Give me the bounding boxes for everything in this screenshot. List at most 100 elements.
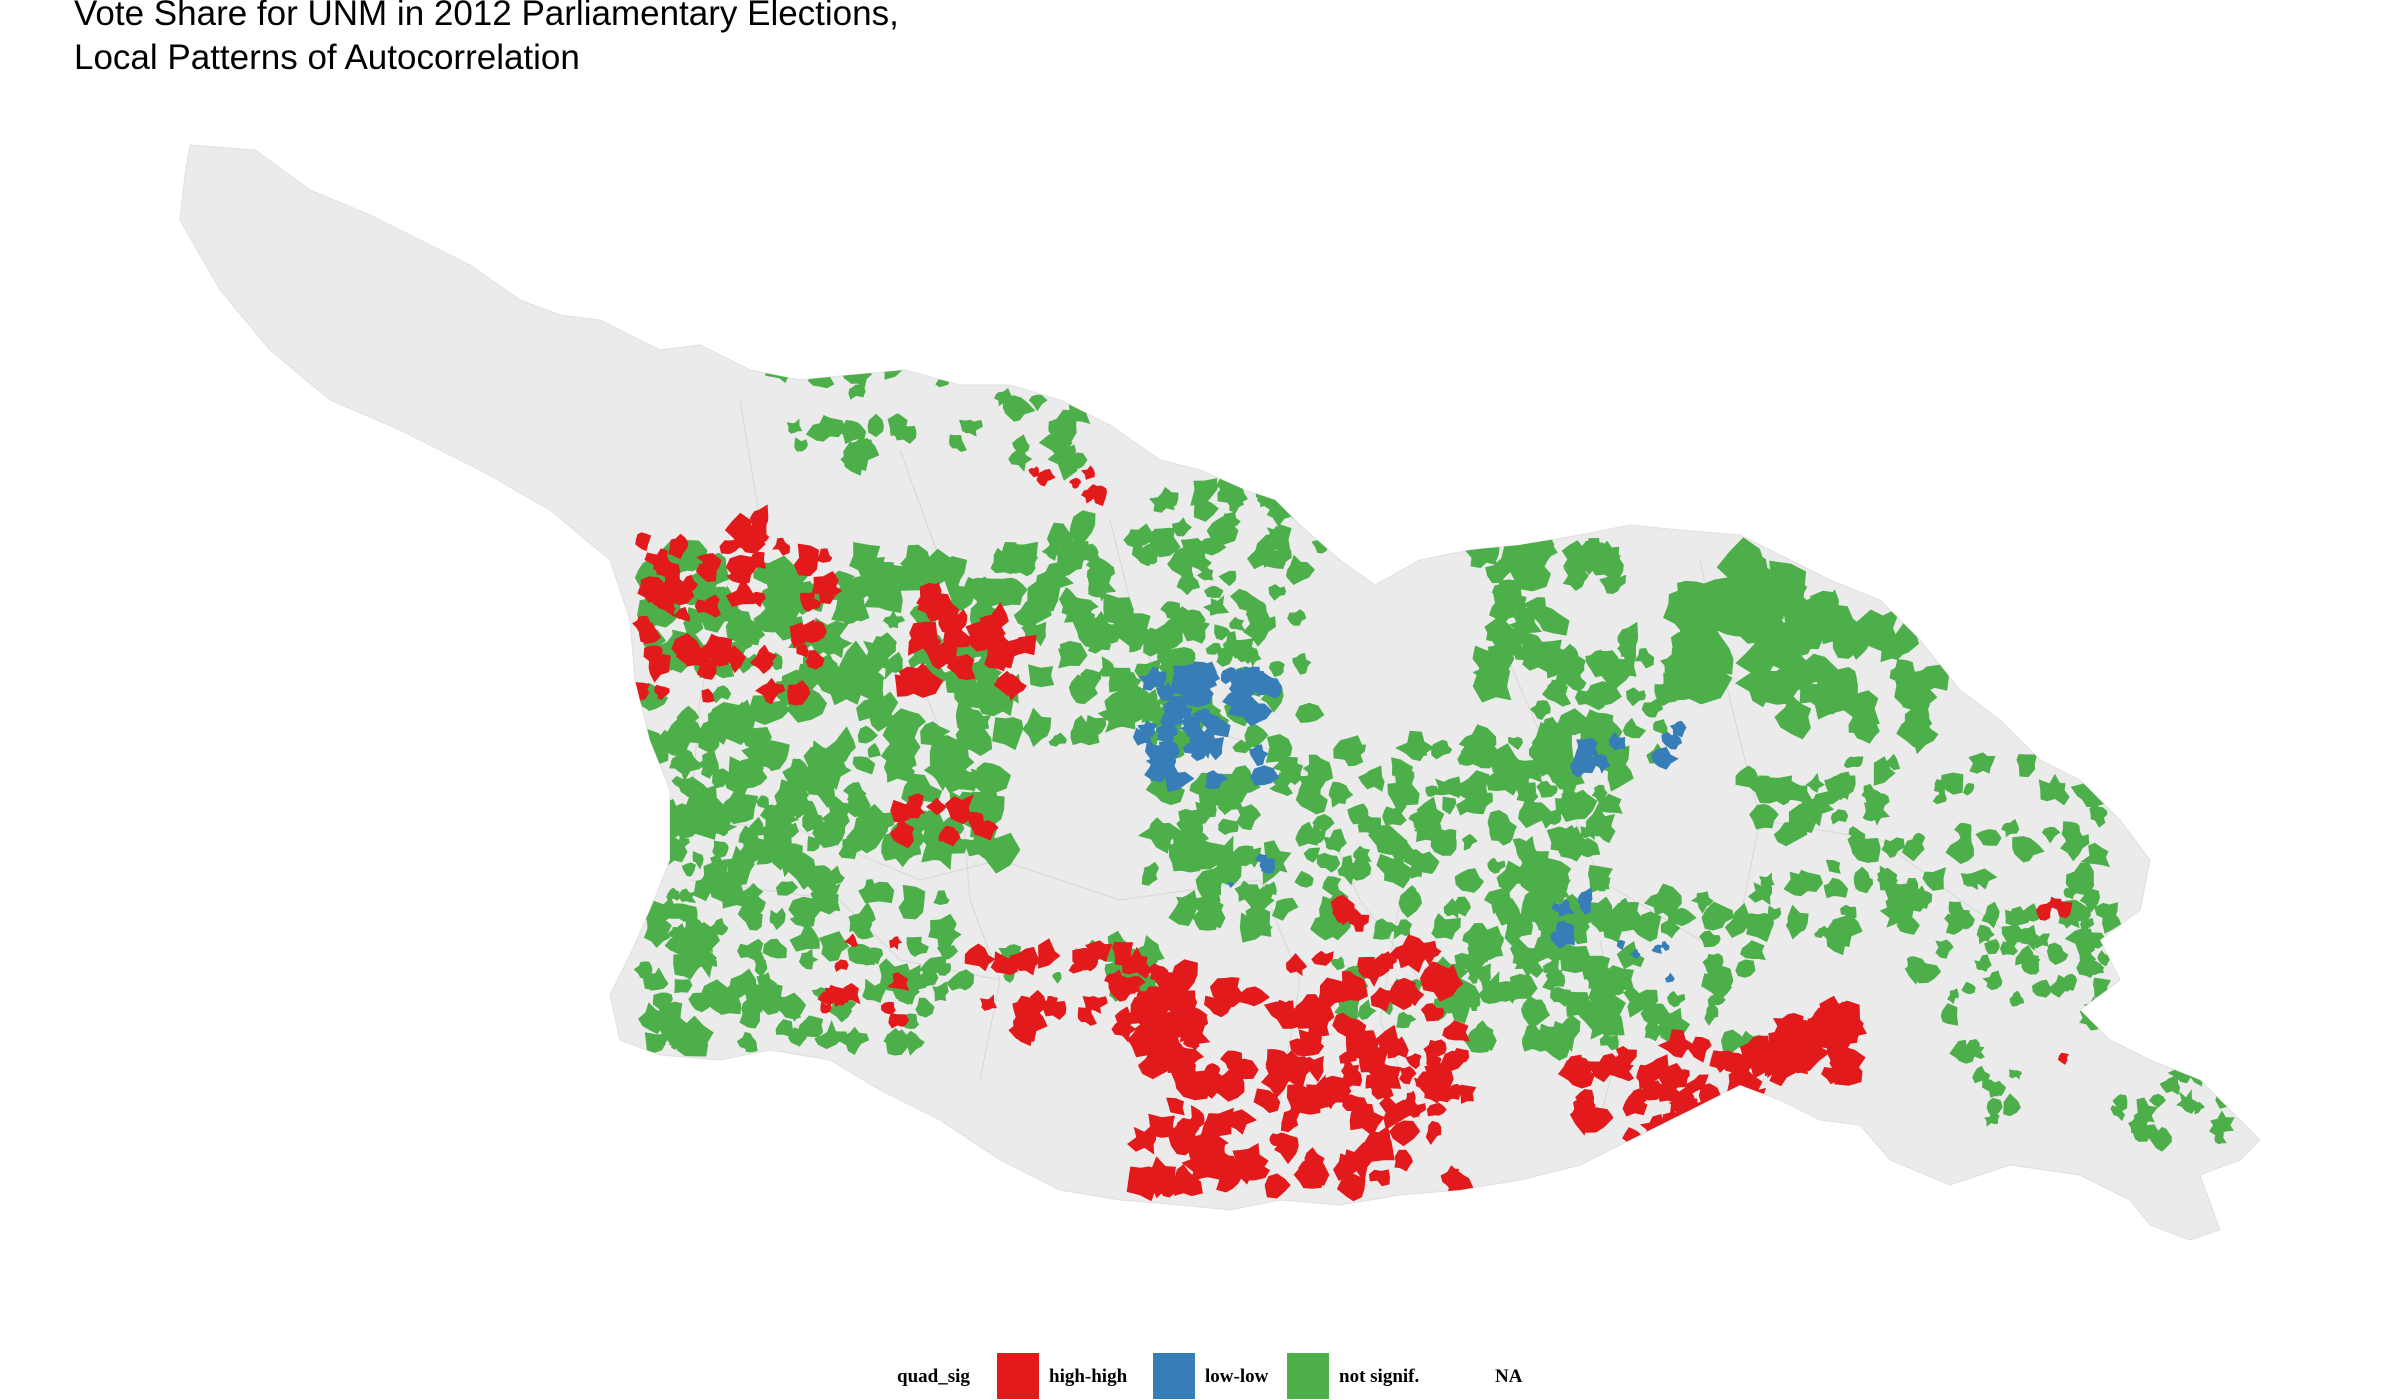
precinct-high-high [1042,1000,1067,1020]
precinct-high-high [1304,1008,1331,1041]
precinct-not-signif [1079,543,1099,562]
precinct-not-signif [1256,494,1274,510]
precinct-not-signif [711,881,751,909]
precinct-low-low [1664,972,1675,983]
precinct-not-signif [1902,878,1919,898]
precinct-not-signif [840,438,880,471]
precinct-not-signif [935,924,962,949]
precinct-high-high [1660,1159,1682,1180]
precinct-not-signif [1442,796,1457,815]
precinct-not-signif [1785,904,1809,940]
precinct-not-signif [1287,487,1309,503]
precinct-not-signif [1141,861,1160,886]
precinct-not-signif [1436,829,1457,850]
legend-item-not-signif [1287,1352,1329,1400]
precinct-not-signif [729,968,757,999]
precinct-high-high [1167,1050,1199,1083]
precinct-high-high [1336,1173,1366,1202]
legend-swatch-high-high [997,1353,1039,1399]
precinct-not-signif [1545,961,1563,984]
precinct-not-signif [2001,818,2020,838]
precinct-not-signif [1177,617,1210,644]
precinct-not-signif [1294,870,1314,888]
precinct-low-low [1165,765,1195,792]
precinct-high-high [724,645,746,674]
precinct-not-signif [762,938,787,959]
precinct-high-high [1238,986,1270,1007]
precinct-not-signif [1594,650,1619,667]
precinct-not-signif [1206,515,1239,545]
precinct-high-high [1331,907,1355,924]
precinct-high-high [725,578,755,607]
precinct-not-signif [1295,821,1322,847]
precinct-low-low [1591,754,1611,774]
precinct-not-signif [1967,1041,1985,1059]
precinct-not-signif [2112,1094,2128,1113]
precinct-not-signif [1069,379,1088,404]
precinct-not-signif [1699,930,1721,948]
precinct-not-signif [1457,750,1478,766]
precinct-not-signif [1104,690,1132,716]
precinct-not-signif [1218,818,1239,835]
precinct-not-signif [1493,648,1513,667]
precinct-high-high [1176,992,1198,1013]
precinct-not-signif [1679,598,1722,634]
precinct-high-high [1348,908,1370,932]
precinct-not-signif [949,434,967,452]
precinct-not-signif [867,413,884,438]
precinct-not-signif [1210,781,1244,815]
precinct-not-signif [789,912,816,928]
precinct-high-high [889,936,903,950]
precinct-not-signif [1028,394,1048,412]
precinct-not-signif [1047,449,1078,481]
precinct-not-signif [1823,877,1849,899]
precinct-not-signif [692,851,704,870]
precinct-not-signif [2041,826,2061,844]
precinct-not-signif [1906,956,1924,973]
precinct-high-high [1425,1051,1442,1067]
precinct-not-signif [1968,752,1996,774]
precinct-high-high [979,602,1009,635]
precinct-not-signif [788,1027,807,1047]
precinct-not-signif [1285,554,1315,585]
precinct-not-signif [1735,661,1787,708]
precinct-not-signif [1330,956,1345,971]
precinct-high-high [1700,1118,1734,1149]
precinct-not-signif [1873,756,1896,786]
precinct-not-signif [1579,540,1607,560]
precinct-not-signif [1862,811,1876,822]
precinct-high-high [881,1001,896,1014]
precinct-high-high [908,793,924,810]
precinct-high-high [1745,1092,1764,1115]
precinct-low-low [1179,716,1206,738]
legend-swatch-na [1443,1353,1485,1399]
precinct-not-signif [1232,739,1253,754]
precinct-not-signif [815,749,852,791]
precinct-high-high [1717,1124,1750,1156]
precinct-not-signif [788,896,822,928]
precinct-not-signif [1271,897,1299,921]
precinct-high-high [800,592,822,612]
precinct-not-signif [1216,647,1234,667]
precinct-not-signif [1376,853,1415,889]
precinct-not-signif [1607,759,1634,792]
precinct-not-signif [1789,871,1813,893]
precinct-not-signif [776,881,799,896]
precinct-high-high [2055,900,2073,919]
precinct-high-high [789,622,810,646]
precinct-high-high [667,579,695,606]
precinct-high-high [1402,985,1425,1007]
precinct-not-signif [1514,947,1544,978]
precinct-not-signif [1644,883,1682,920]
precinct-not-signif [932,981,949,1002]
precinct-not-signif [707,995,725,1010]
precinct-high-high [1210,1060,1245,1102]
precinct-high-high [1786,1026,1831,1074]
precinct-low-low [1228,881,1235,888]
precinct-not-signif [1885,891,1910,914]
precinct-not-signif [1975,829,2002,846]
precinct-not-signif [1640,1003,1670,1028]
precinct-not-signif [678,888,697,903]
precinct-not-signif [990,547,1021,575]
precinct-high-high [694,594,721,618]
